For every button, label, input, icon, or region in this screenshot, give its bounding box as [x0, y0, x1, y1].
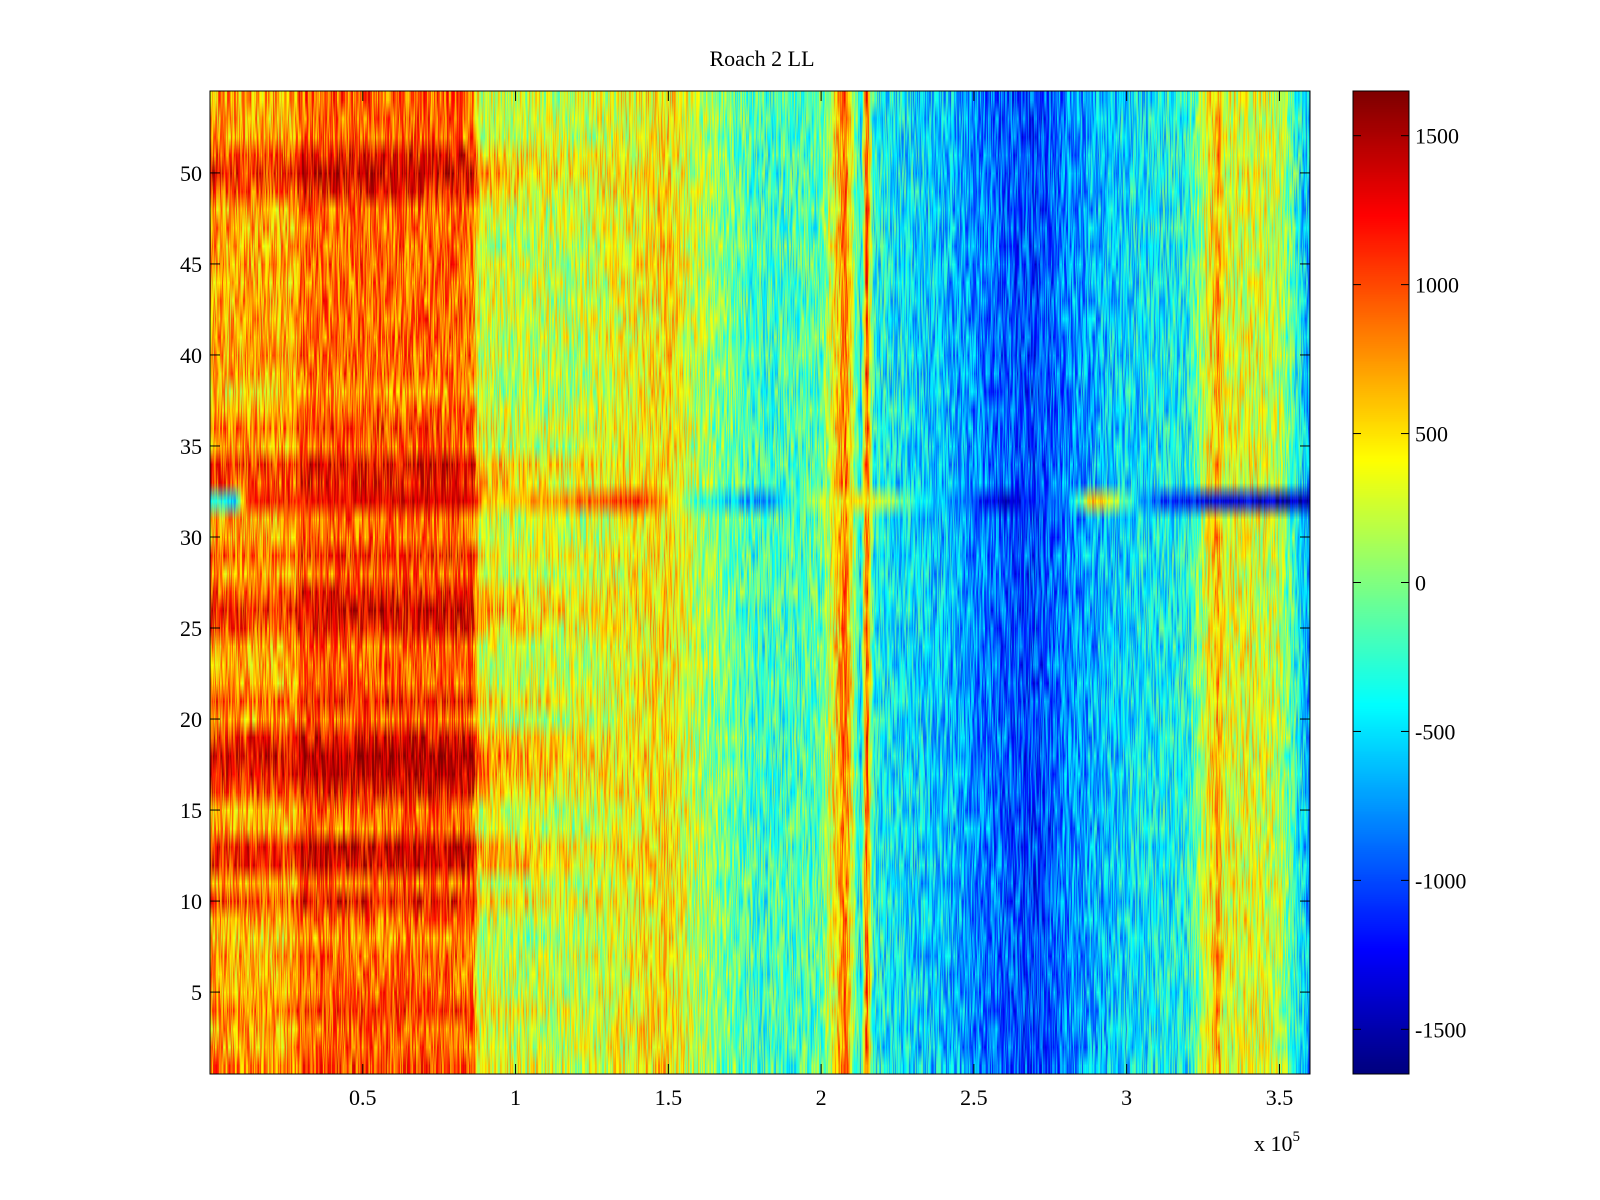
x-tick-label: 0.5 — [349, 1085, 377, 1110]
y-axis: 5 10 15 20 25 30 35 40 45 50 — [180, 161, 1310, 1005]
y-tick-label: 40 — [180, 343, 202, 368]
plot-frame — [209, 90, 1311, 1075]
x-axis-multiplier: x 105 — [1254, 1129, 1300, 1156]
x-tick-label: 3.5 — [1266, 1085, 1294, 1110]
y-tick-label: 30 — [180, 525, 202, 550]
colorbar-tick-label: 0 — [1415, 571, 1426, 596]
y-tick-label: 10 — [180, 889, 202, 914]
x-axis-multiplier-exponent: 5 — [1293, 1129, 1301, 1145]
x-tick-label: 1 — [510, 1085, 521, 1110]
heatmap-image — [210, 91, 1310, 1074]
colorbar-tick-label: 1500 — [1415, 124, 1459, 149]
y-tick-label: 35 — [180, 434, 202, 459]
x-tick-label: 1.5 — [655, 1085, 683, 1110]
colorbar-tick-label: -500 — [1415, 719, 1455, 744]
y-tick-label: 25 — [180, 616, 202, 641]
colorbar-gradient — [1353, 91, 1409, 1074]
x-axis: 0.5 1 1.5 2 2.5 3 3.5 — [349, 91, 1293, 1110]
chart-title: Roach 2 LL — [709, 46, 814, 71]
x-tick-label: 2.5 — [960, 1085, 988, 1110]
colorbar-tick-label: -1500 — [1415, 1017, 1466, 1042]
y-tick-label: 15 — [180, 798, 202, 823]
colorbar-tick-label: 500 — [1415, 422, 1448, 447]
y-tick-label: 50 — [180, 161, 202, 186]
colorbar-tick-label: 1000 — [1415, 273, 1459, 298]
heatmap-plot-area — [209, 90, 1311, 1075]
colorbar: -1500 -1000 -500 0 500 1000 1500 — [1352, 90, 1466, 1075]
y-tick-label: 45 — [180, 252, 202, 277]
x-tick-label: 2 — [816, 1085, 827, 1110]
colorbar-tick-label: -1000 — [1415, 868, 1466, 893]
colorbar-ticks: -1500 -1000 -500 0 500 1000 1500 — [1353, 124, 1466, 1042]
x-axis-multiplier-base: x 10 — [1254, 1131, 1293, 1156]
x-tick-label: 3 — [1121, 1085, 1132, 1110]
y-tick-label: 20 — [180, 707, 202, 732]
y-tick-label: 5 — [191, 980, 202, 1005]
